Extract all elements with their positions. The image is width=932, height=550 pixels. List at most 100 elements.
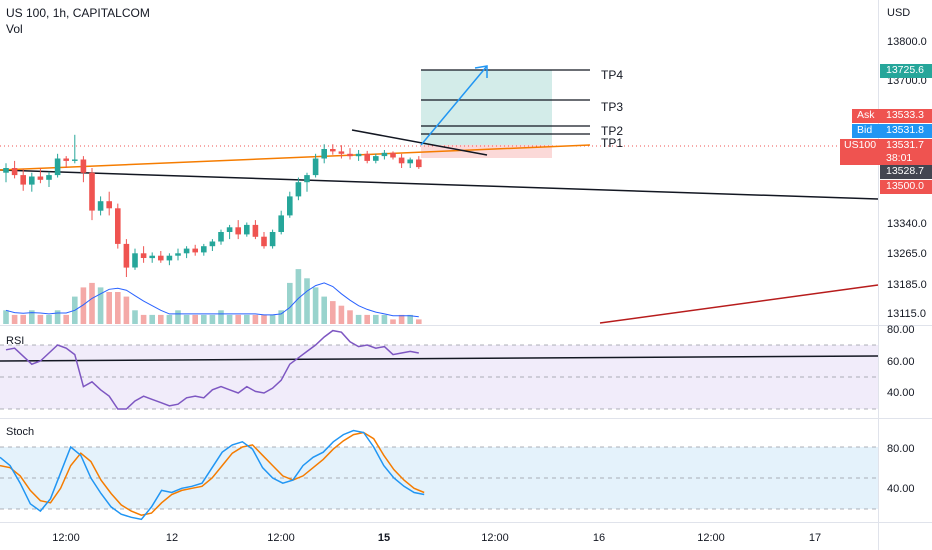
- time-tick: 15: [378, 532, 390, 544]
- wedge-upper-line: [351, 129, 488, 156]
- stoch-d-line: [0, 431, 425, 516]
- candle: [381, 150, 388, 160]
- candle: [416, 156, 422, 169]
- candle: [355, 150, 362, 161]
- volume-bar: [416, 319, 422, 324]
- candle: [158, 251, 164, 263]
- candle: [140, 246, 147, 263]
- rising-trendline: [0, 144, 591, 171]
- volume-bar: [54, 310, 61, 324]
- volume-bar: [46, 314, 52, 324]
- candles: [3, 134, 422, 277]
- candle: [218, 229, 224, 245]
- volume-bar: [158, 314, 164, 324]
- volume-bar: [287, 282, 293, 324]
- stoch-label: Stoch: [6, 426, 34, 438]
- price-tick: 13340.0: [887, 218, 927, 230]
- support-trendline: [0, 169, 879, 200]
- bid-badge: Bid 13531.8: [852, 124, 932, 138]
- candle: [97, 196, 104, 216]
- lower-red-trendline: [599, 284, 879, 324]
- volume-bar: [149, 314, 155, 324]
- rsi-tick: 60.00: [887, 356, 915, 368]
- volume-bar: [347, 310, 353, 324]
- rsi-tick: 80.00: [887, 324, 915, 336]
- long-target-zone: [421, 70, 552, 145]
- volume-bar: [244, 314, 250, 324]
- volume-bar: [218, 310, 224, 324]
- volume-bar: [192, 314, 198, 324]
- price-tick: 13185.0: [887, 279, 927, 291]
- candle: [226, 224, 233, 240]
- candle: [29, 172, 35, 192]
- candle: [398, 153, 405, 168]
- candle: [183, 246, 190, 259]
- stoch-k-line: [0, 429, 425, 521]
- symbol-title: US 100, 1h, CAPITALCOM: [6, 6, 150, 20]
- volume-bar: [183, 314, 190, 324]
- level-badge: 13528.7: [880, 165, 932, 179]
- volume-bar: [123, 296, 130, 324]
- rsi-tick: 40.00: [887, 387, 915, 399]
- candle: [166, 253, 173, 266]
- volume-bar: [132, 310, 138, 324]
- rsi-line: [5, 329, 419, 410]
- volume-bar: [20, 314, 26, 324]
- volume-bar: [355, 314, 362, 324]
- projection-arrow: [420, 65, 488, 146]
- volume-label: Vol: [6, 22, 23, 36]
- candle: [390, 151, 396, 160]
- time-tick: 12:00: [52, 532, 80, 544]
- volume-bar: [201, 314, 207, 324]
- candle: [321, 144, 327, 164]
- volume-bar: [330, 301, 336, 324]
- candle: [123, 239, 130, 277]
- candle: [106, 191, 112, 216]
- axis-currency: USD: [887, 7, 910, 19]
- volume-bar: [89, 282, 95, 324]
- price-tick: 13700.0: [887, 75, 927, 87]
- candle: [330, 144, 336, 155]
- symbol-price-badge: US100 13531.7 38:01: [840, 139, 932, 165]
- candle: [132, 248, 138, 270]
- candle: [373, 153, 379, 164]
- rsi-trendline: [0, 355, 879, 362]
- candle: [304, 172, 310, 192]
- time-tick: 12:00: [267, 532, 295, 544]
- volume-bar: [252, 314, 259, 324]
- volume-bar: [175, 310, 181, 324]
- target-price-badge: 13725.6: [880, 64, 932, 78]
- candle: [115, 203, 121, 249]
- level-badge: 13500.0: [880, 180, 932, 194]
- candle: [11, 160, 18, 179]
- time-tick: 12:00: [697, 532, 725, 544]
- stoch-tick: 80.00: [887, 443, 915, 455]
- volume-bar: [140, 314, 147, 324]
- volume-bar: [97, 287, 104, 324]
- volume-bar: [106, 292, 112, 324]
- tp4-label: TP4: [601, 68, 623, 82]
- volume-bar: [63, 314, 69, 324]
- candle: [287, 191, 293, 218]
- candle: [89, 168, 95, 221]
- candle: [72, 134, 78, 164]
- stoch-tick: 40.00: [887, 483, 915, 495]
- price-tick: 13115.0: [887, 308, 926, 320]
- volume-bar: [226, 314, 233, 324]
- candle: [149, 252, 155, 263]
- tp1-label: TP1: [601, 136, 623, 150]
- arrow-head-icon: [474, 65, 488, 78]
- candle: [46, 171, 52, 187]
- volume-bar: [390, 319, 396, 324]
- candle: [278, 210, 284, 235]
- time-tick: 12:00: [481, 532, 509, 544]
- volume-bar: [80, 287, 87, 324]
- candle: [269, 229, 276, 249]
- candle: [80, 156, 87, 183]
- tp2-label: TP2: [601, 124, 623, 138]
- volume-bar: [3, 310, 9, 324]
- volume-bar: [261, 314, 267, 324]
- candle: [201, 243, 207, 256]
- volume-bars: [3, 269, 422, 324]
- candle: [54, 153, 61, 178]
